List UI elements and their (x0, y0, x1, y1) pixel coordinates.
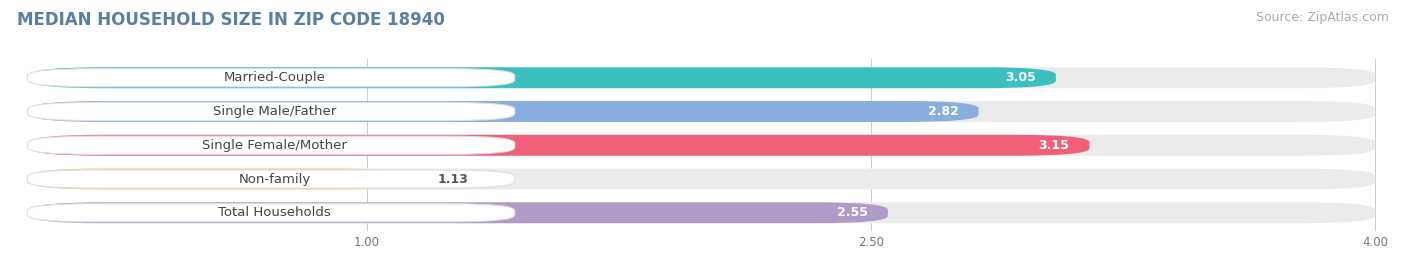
FancyBboxPatch shape (31, 169, 1375, 189)
Text: 2.55: 2.55 (837, 206, 868, 219)
FancyBboxPatch shape (28, 170, 515, 188)
Text: MEDIAN HOUSEHOLD SIZE IN ZIP CODE 18940: MEDIAN HOUSEHOLD SIZE IN ZIP CODE 18940 (17, 11, 444, 29)
Text: Non-family: Non-family (239, 172, 311, 186)
FancyBboxPatch shape (28, 69, 515, 87)
FancyBboxPatch shape (31, 101, 1375, 122)
Text: Single Female/Mother: Single Female/Mother (202, 139, 347, 152)
FancyBboxPatch shape (28, 102, 515, 121)
Text: 3.15: 3.15 (1039, 139, 1070, 152)
Text: 2.82: 2.82 (928, 105, 959, 118)
FancyBboxPatch shape (31, 135, 1090, 156)
FancyBboxPatch shape (31, 169, 411, 189)
Text: Total Households: Total Households (218, 206, 330, 219)
Text: Source: ZipAtlas.com: Source: ZipAtlas.com (1256, 11, 1389, 24)
Text: Single Male/Father: Single Male/Father (212, 105, 336, 118)
FancyBboxPatch shape (28, 204, 515, 222)
FancyBboxPatch shape (28, 136, 515, 154)
Text: 3.05: 3.05 (1005, 71, 1036, 84)
FancyBboxPatch shape (31, 101, 979, 122)
FancyBboxPatch shape (31, 67, 1375, 88)
Text: 1.13: 1.13 (437, 172, 468, 186)
FancyBboxPatch shape (31, 202, 887, 223)
Text: Married-Couple: Married-Couple (224, 71, 325, 84)
FancyBboxPatch shape (31, 67, 1056, 88)
FancyBboxPatch shape (31, 202, 1375, 223)
FancyBboxPatch shape (31, 135, 1375, 156)
